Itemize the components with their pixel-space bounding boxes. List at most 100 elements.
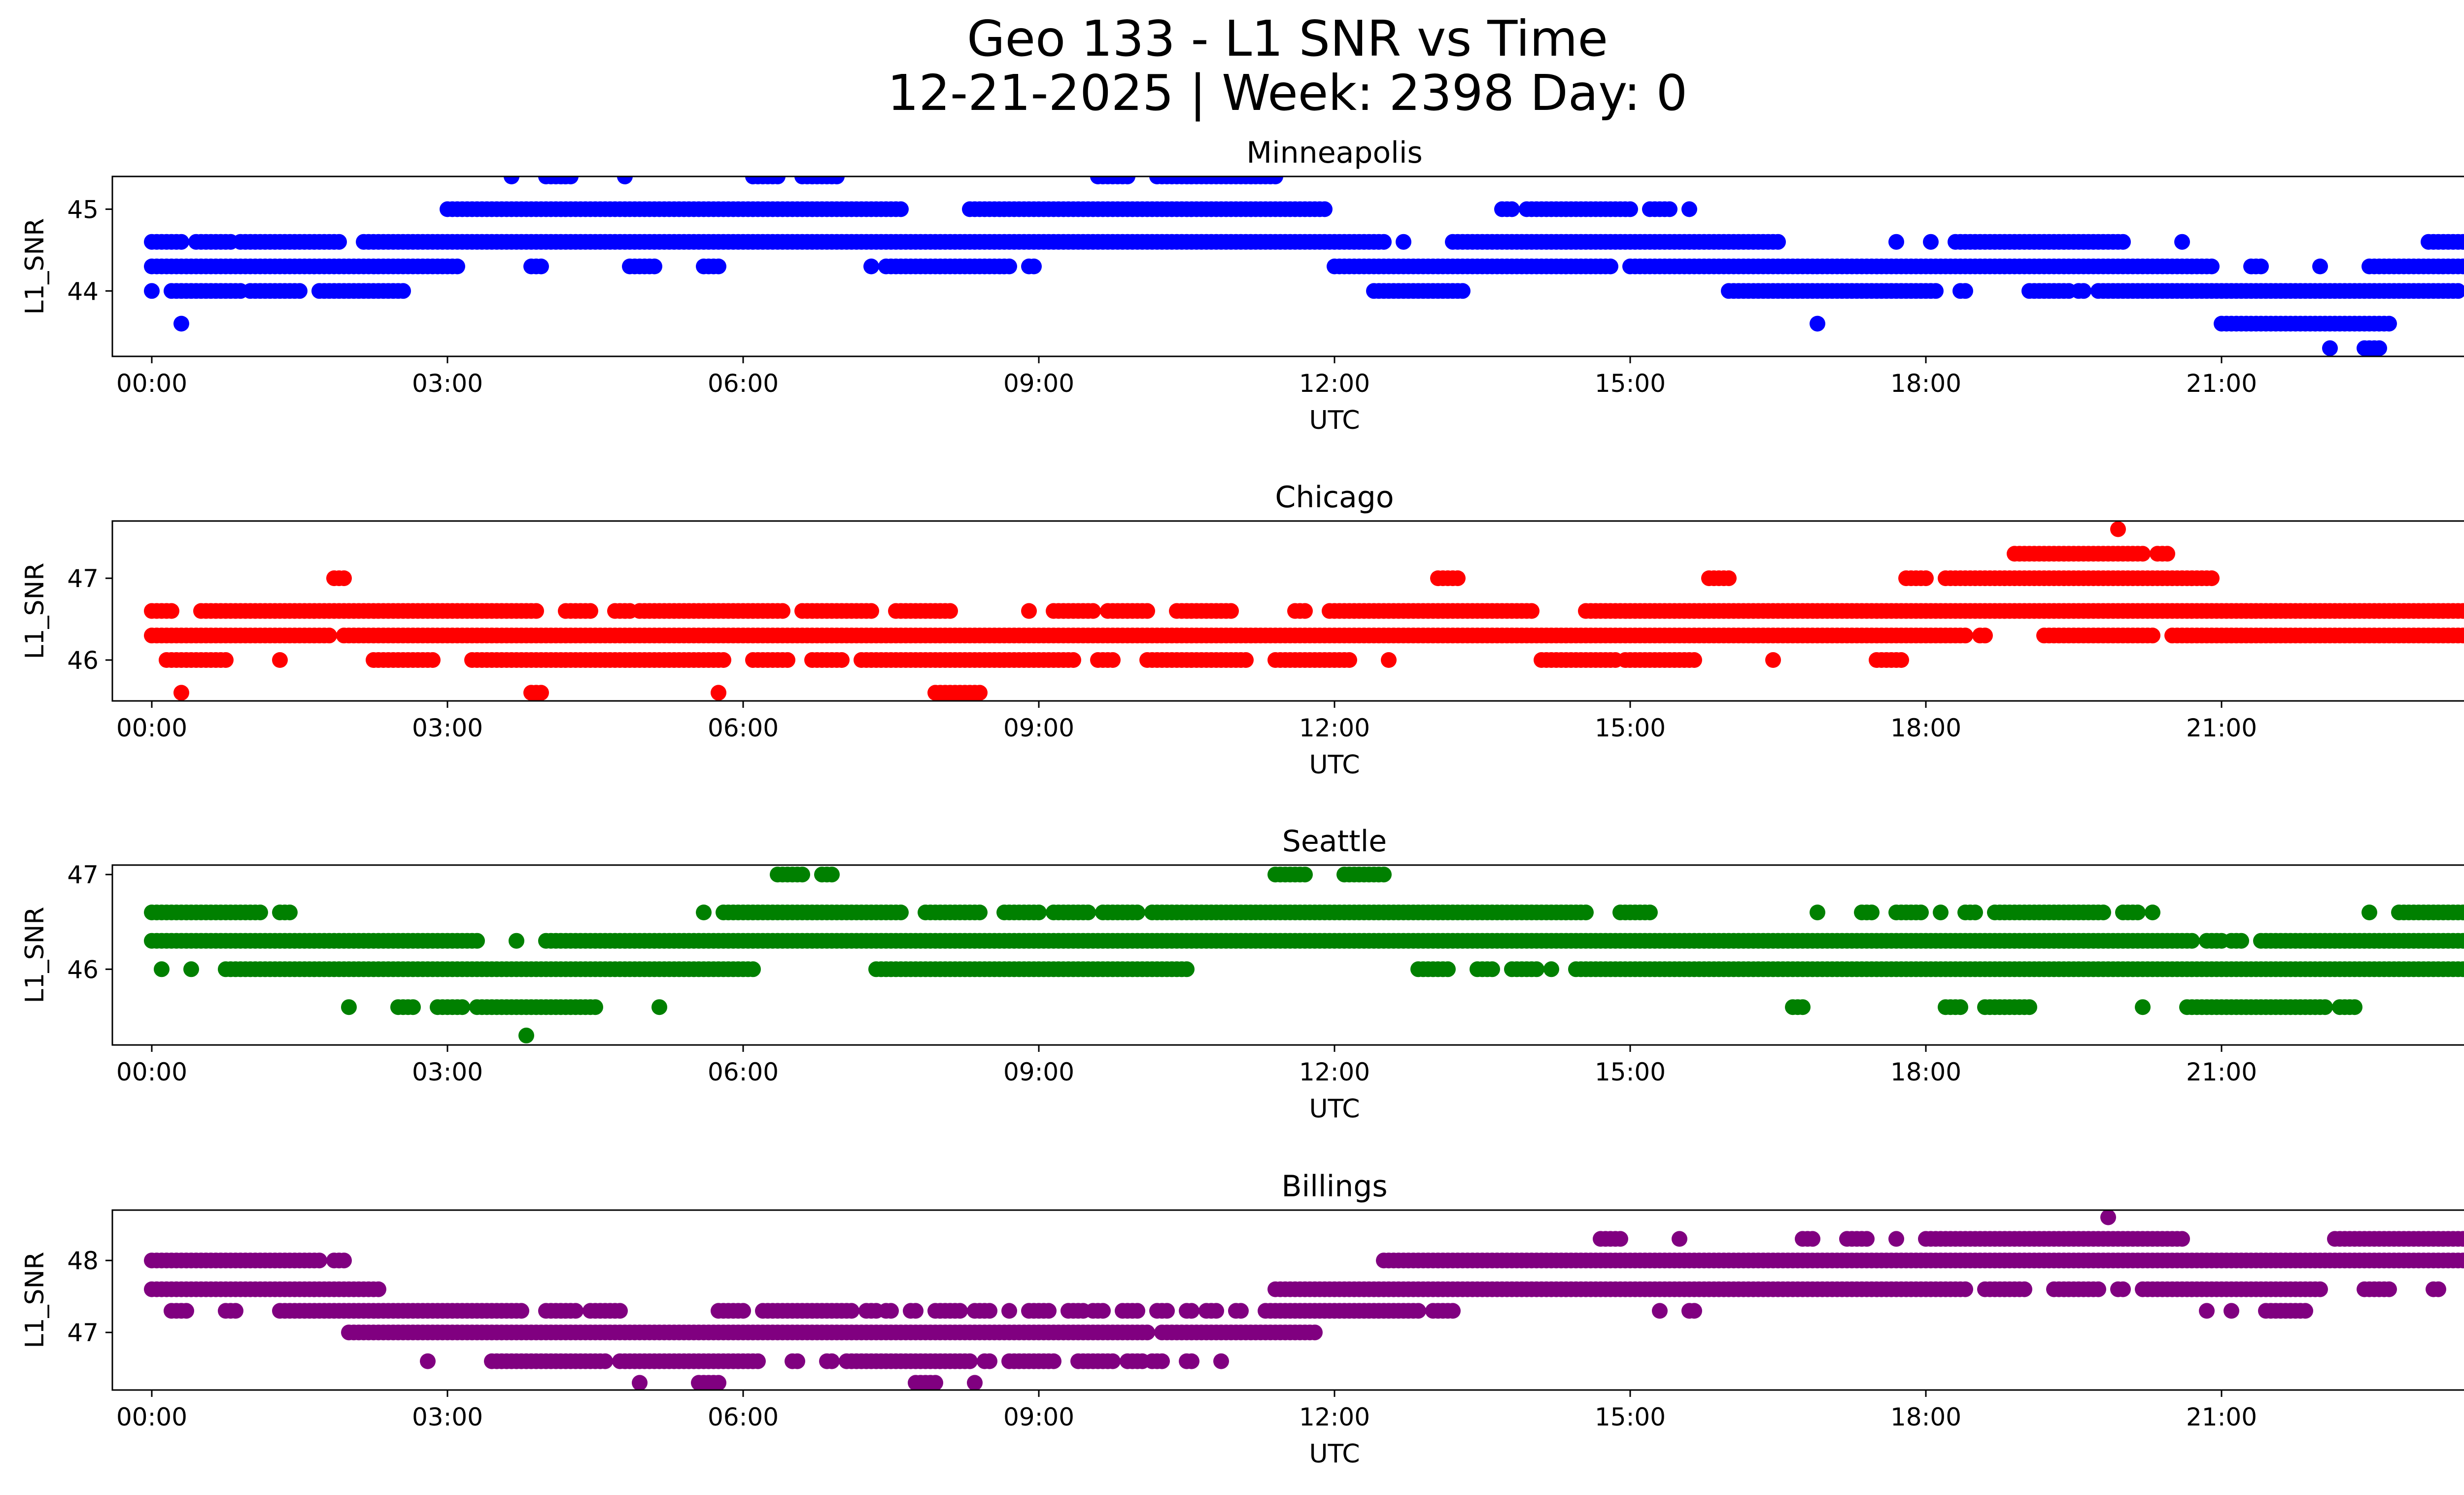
data-point xyxy=(711,258,726,275)
data-point xyxy=(2090,1281,2106,1297)
data-point xyxy=(1129,904,1145,921)
data-point xyxy=(1622,201,1638,217)
data-point xyxy=(2174,1231,2190,1247)
data-point xyxy=(2100,1210,2116,1225)
subplot-2: 00:00 03:00 06:00 09:00 12:00 15:00 18:00 21:00… xyxy=(20,824,2464,1124)
x-tick-label: 15:00 xyxy=(1595,1058,1666,1086)
data-point xyxy=(863,603,879,619)
data-point xyxy=(1957,283,1973,299)
data-point xyxy=(2135,999,2151,1015)
data-point xyxy=(1933,904,1949,921)
data-point xyxy=(612,1303,628,1319)
data-point xyxy=(533,685,549,701)
scatter-points xyxy=(144,1210,2464,1390)
x-tick-label: 18:00 xyxy=(1890,369,1961,398)
x-tick-label: 21:00 xyxy=(2186,369,2257,398)
data-point xyxy=(1445,1303,1461,1319)
data-point xyxy=(2017,1281,2032,1297)
data-point xyxy=(745,961,761,977)
data-point xyxy=(183,961,199,977)
x-tick-label: 06:00 xyxy=(708,369,779,398)
data-point xyxy=(2460,259,2464,274)
data-point xyxy=(568,1303,583,1319)
data-point xyxy=(942,603,958,619)
x-tick-label: 09:00 xyxy=(1003,714,1074,742)
data-point xyxy=(449,258,465,275)
data-point xyxy=(1810,904,1825,921)
data-point xyxy=(1213,1353,1229,1369)
data-point xyxy=(962,1353,978,1369)
data-point xyxy=(2204,258,2220,275)
data-point xyxy=(2381,315,2397,332)
x-tick-label: 18:00 xyxy=(1890,1058,1961,1086)
data-point xyxy=(647,258,662,275)
x-tick-label: 06:00 xyxy=(708,1403,779,1431)
data-point xyxy=(1888,234,1904,250)
data-point xyxy=(711,685,726,701)
data-point xyxy=(336,1252,352,1269)
data-point xyxy=(454,999,470,1015)
data-point xyxy=(2021,999,2037,1015)
data-point xyxy=(2381,1281,2397,1297)
data-point xyxy=(2174,234,2190,250)
y-axis-label: L1_SNR xyxy=(20,906,50,1003)
data-point xyxy=(893,201,909,217)
data-point xyxy=(563,176,579,184)
data-point xyxy=(1376,867,1392,883)
y-tick-label: 44 xyxy=(67,277,99,306)
x-tick-label: 09:00 xyxy=(1003,1058,1074,1086)
data-point xyxy=(2460,235,2464,249)
data-point xyxy=(154,961,170,977)
axes-frame xyxy=(111,864,2464,1046)
data-point xyxy=(1957,1281,1973,1297)
data-point xyxy=(1484,961,1500,977)
data-point xyxy=(533,258,549,275)
x-tick-label: 09:00 xyxy=(1003,1403,1074,1431)
data-point xyxy=(2204,570,2220,587)
data-point xyxy=(1341,652,1357,668)
data-point xyxy=(2110,521,2126,537)
data-point xyxy=(1041,1303,1057,1319)
data-point xyxy=(2450,283,2464,299)
subplot-title: Billings xyxy=(1281,1169,1387,1204)
data-point xyxy=(1095,1303,1111,1319)
data-point xyxy=(1923,234,1939,250)
data-point xyxy=(1031,904,1047,921)
data-point xyxy=(1297,867,1313,883)
data-point xyxy=(331,234,347,250)
x-axis-label: UTC xyxy=(1309,406,1360,435)
x-tick-label: 03:00 xyxy=(412,1058,483,1086)
data-point xyxy=(173,234,189,250)
data-point xyxy=(1021,603,1037,619)
data-point xyxy=(1810,315,1825,332)
data-point xyxy=(2199,1303,2215,1319)
data-point xyxy=(1913,904,1929,921)
x-tick-label: 15:00 xyxy=(1595,1403,1666,1431)
figure-subtitle: 12-21-2025 | Week: 2398 Day: 0 xyxy=(887,64,1688,122)
data-point xyxy=(750,1353,766,1369)
data-point xyxy=(1139,603,1155,619)
data-point xyxy=(952,1303,968,1319)
data-point xyxy=(1603,258,1618,275)
data-point xyxy=(780,652,795,668)
data-point xyxy=(2460,1253,2464,1268)
data-point xyxy=(711,1375,726,1390)
y-axis-label: L1_SNR xyxy=(20,1252,50,1348)
data-point xyxy=(1154,1353,1170,1369)
data-point xyxy=(1681,201,1697,217)
data-point xyxy=(824,1353,840,1369)
data-point xyxy=(311,1252,327,1269)
data-point xyxy=(1105,1353,1121,1369)
data-point xyxy=(1376,234,1392,250)
data-point xyxy=(1120,176,1135,184)
data-point xyxy=(1765,652,1781,668)
subplot-title: Minneapolis xyxy=(1246,136,1423,170)
data-point xyxy=(1977,627,1993,644)
x-tick-label: 18:00 xyxy=(1890,1403,1961,1431)
data-point xyxy=(597,1353,613,1369)
data-point xyxy=(1233,1303,1249,1319)
x-tick-label: 21:00 xyxy=(2186,1403,2257,1431)
x-tick-label: 12:00 xyxy=(1299,369,1370,398)
x-tick-label: 00:00 xyxy=(116,1403,187,1431)
